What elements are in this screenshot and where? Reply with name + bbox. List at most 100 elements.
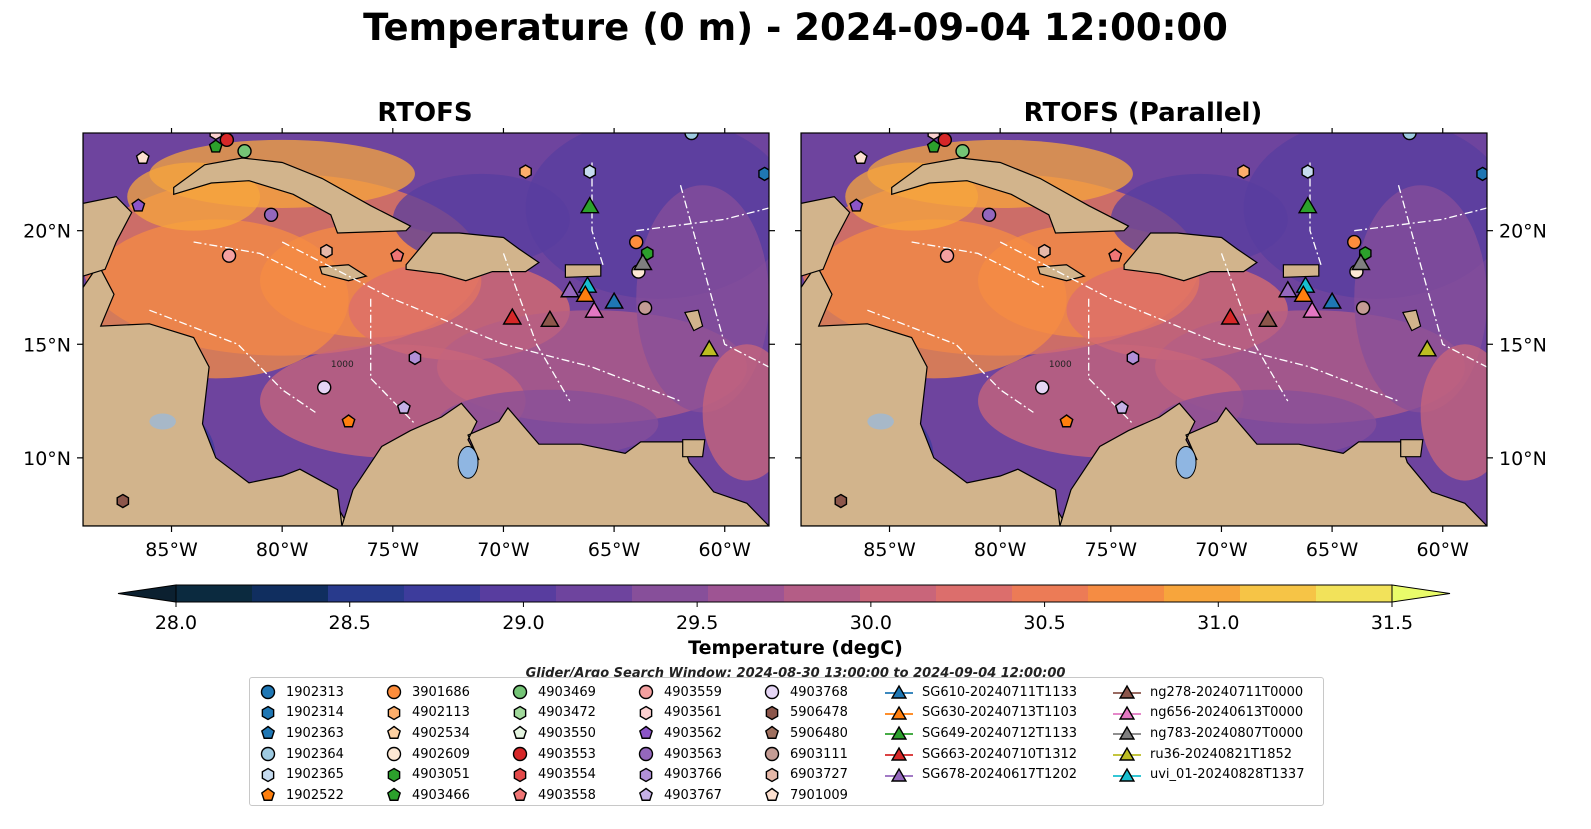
x-tick-label: 65°W [1306,539,1359,560]
argo-float-4902113 [519,164,532,179]
argo-pentagon-icon [512,726,528,740]
triangle-marker [1118,684,1136,699]
eez-boundary [1220,253,1289,402]
hexagon-marker [387,767,401,782]
colorbar-tick-label: 30.0 [850,612,892,634]
legend-column: 3901686 4902113 4902534 4902609 4903051 49034… [384,682,470,806]
colorbar: 28.0 28.5 29.0 29.5 30.0 30.5 31.0 31.5 [117,584,1451,634]
glider-triangle-icon [885,705,913,720]
argo-float-3901686 [1347,234,1362,250]
x-tick-label: 70°W [477,539,530,560]
argo-pentagon-icon [638,787,654,802]
legend-label: 4903559 [664,684,722,700]
argo-hexagon-icon [261,705,275,721]
legend-item: 4903766 [636,764,722,785]
land-trinidad [1400,439,1424,458]
argo-float-4903768 [1035,380,1050,395]
temperature-patch [1420,344,1487,481]
colorbar-swatch [252,585,329,602]
argo-float-4903559 [939,248,955,263]
glider-SG649-20240712T1133 [1297,196,1318,214]
legend-label: 5906480 [790,725,848,741]
colorbar-swatch [1316,585,1393,602]
argo-hexagon-icon [387,705,401,721]
legend-column: ng278-20240711T0000 ng656-20240613T0000 ng… [1112,682,1304,785]
colorbar-frame [175,584,1393,603]
argo-float-1902314 [1476,166,1487,182]
glider-SG610-20240711T1133 [1322,291,1342,309]
map-panel-2: 1000 85°W 80°W 75°W 70°W 65°W 60°W 20°N 15°N 10°N [795,128,1547,560]
glider-ru36-20240821T1852 [1417,339,1438,357]
land-lesser-antilles [1402,309,1422,332]
x-tick-label: 70°W [1195,539,1248,560]
argo-hexagon-icon [513,705,527,721]
legend-item: SG610-20240711T1133 [884,682,1077,703]
legend-label: uvi_01-20240828T1337 [1150,767,1305,783]
argo-circle-icon [386,685,402,700]
argo-float-4903466 [208,139,223,153]
glider-SG678-20240617T1202 [559,280,580,298]
legend-item: 1902363 [258,723,344,744]
legend-label: 4903768 [790,684,848,700]
legend-label: 4903472 [538,705,596,721]
pentagon-marker [764,726,780,740]
legend-item: SG678-20240617T1202 [884,764,1077,785]
eez-boundary [1354,207,1487,232]
legend-label: 4902534 [412,725,470,741]
legend-label: 4903766 [664,767,722,783]
argo-hexagon-icon [639,767,653,782]
map-panels: 1000 85°W 80°W 75°W 70°W 65°W 60°W 20°N 15°N 10°N… [23,128,1547,560]
pentagon-marker [512,787,528,802]
x-tick-label: 85°W [145,539,198,560]
argo-pentagon-icon [764,726,780,740]
x-tick-label: 80°W [256,539,309,560]
legend-item: ng783-20240807T0000 [1112,723,1304,744]
argo-hexagon-icon [387,767,401,782]
land-hispaniola [405,232,540,282]
triangle-marker [890,726,908,741]
argo-pentagon-icon [638,726,654,740]
legend-label: SG649-20240712T1133 [922,725,1078,741]
panel-title-rtofs: RTOFS [377,98,473,128]
glider-triangle-icon [885,726,913,741]
eez-boundary [679,185,769,368]
eez-boundary [1397,185,1487,368]
glider-ng783-20240807T0000 [632,253,653,271]
triangle-marker [890,767,908,782]
argo-float-4903562 [131,198,146,212]
y-tick-label: 10°N [1499,448,1547,470]
legend-item: 6903727 [762,764,848,785]
argo-float-3901686 [629,234,644,250]
land-south-america [1059,402,1487,526]
legend-label: 4903469 [538,684,596,700]
legend-label: 1902522 [286,787,344,803]
glider-SG630-20240713T1103 [575,284,596,302]
legend-label: 1902314 [286,705,344,721]
glider-triangle-icon [1113,705,1141,720]
colorbar-label: Temperature (degC) [688,637,903,659]
legend-column: SG610-20240711T1133 SG630-20240713T1103 SG… [884,682,1077,785]
argo-float-4903767 [396,400,411,414]
land-cuba [891,157,1130,234]
argo-float-4903558 [1108,248,1123,262]
legend: 1902313 1902314 1902363 1902364 1902365 19025… [249,677,1324,806]
argo-hexagon-icon [765,767,779,782]
legend-label: 4903558 [538,787,596,803]
triangle-marker [1118,746,1136,761]
y-tick-label: 20°N [1499,221,1547,243]
legend-label: 1902313 [286,684,344,700]
eez-boundary [149,309,316,413]
land-hispaniola [1123,232,1258,282]
pentagon-marker [260,787,276,802]
hexagon-marker [387,705,401,721]
triangle-marker [1118,705,1136,720]
legend-item: 4902534 [384,723,470,744]
contour-label: 1000 [1049,360,1072,370]
argo-circle-icon [764,746,780,762]
temperature-patch [702,344,769,481]
land-puerto-rico [1282,264,1320,278]
legend-label: 6903727 [790,767,848,783]
legend-item: 6903111 [762,744,848,765]
glider-SG630-20240713T1103 [1293,284,1314,302]
legend-label: 4902609 [412,746,470,762]
